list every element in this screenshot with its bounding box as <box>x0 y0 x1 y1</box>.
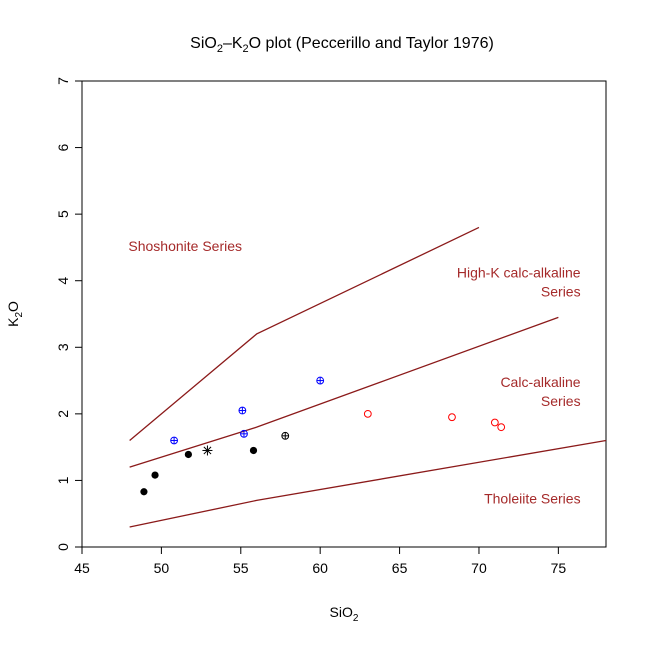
shoshonite-label: Shoshonite Series <box>128 238 242 254</box>
data-point-asterisk <box>202 445 213 456</box>
data-point-open-circle <box>490 418 499 427</box>
data-points <box>140 376 506 496</box>
data-point-open-circle <box>363 409 372 418</box>
data-point-crossed-circle <box>316 376 325 385</box>
data-point-filled-circle <box>140 488 148 496</box>
x-tick-label: 55 <box>233 560 249 576</box>
calc-alkaline-boundary <box>129 439 607 528</box>
high-k-boundary <box>129 316 559 468</box>
x-tick-label: 60 <box>312 560 328 576</box>
data-point-filled-circle <box>249 446 258 455</box>
y-tick-label: 6 <box>55 143 71 151</box>
x-tick-label: 75 <box>551 560 567 576</box>
y-tick-label: 7 <box>55 77 71 85</box>
data-point-filled-circle <box>184 450 192 459</box>
shoshonite-boundary <box>129 226 480 441</box>
x-axis-label: SiO2 <box>330 604 359 624</box>
y-tick-label: 4 <box>55 277 71 285</box>
x-tick-label: 65 <box>392 560 408 576</box>
x-tick-label: 70 <box>471 560 487 576</box>
x-tick-label: 45 <box>74 560 90 576</box>
y-tick-label: 0 <box>55 543 71 551</box>
x-tick-label: 50 <box>154 560 170 576</box>
tholeiite-label: Tholeiite Series <box>484 491 581 507</box>
y-axis: 0 1 2 3 4 5 6 7 <box>55 77 83 551</box>
data-point-filled-circle <box>151 471 159 479</box>
data-point-crossed-circle <box>281 431 290 440</box>
high-k-label: High-K calc-alkaline Series <box>457 264 581 299</box>
data-point-crossed-circle <box>240 429 248 438</box>
data-point-crossed-circle <box>238 406 247 415</box>
x-axis: 45 50 55 60 65 70 75 <box>74 546 567 576</box>
chart-title: SiO2–K2O plot (Peccerillo and Taylor 197… <box>190 35 494 55</box>
y-tick-label: 2 <box>55 410 71 418</box>
y-tick-label: 1 <box>55 476 71 484</box>
series-labels: Shoshonite Series High-K calc-alkaline Ser… <box>128 238 580 507</box>
data-point-crossed-circle <box>170 436 178 445</box>
y-tick-label: 5 <box>55 210 71 218</box>
boundary-lines <box>129 226 607 528</box>
calc-alkaline-label: Calc-alkaline Series <box>500 374 580 409</box>
data-point-open-circle <box>497 423 506 432</box>
y-tick-label: 3 <box>55 343 71 351</box>
data-point-open-circle <box>448 413 456 422</box>
plot-frame <box>81 80 607 548</box>
y-axis-label: K2O <box>5 301 25 327</box>
